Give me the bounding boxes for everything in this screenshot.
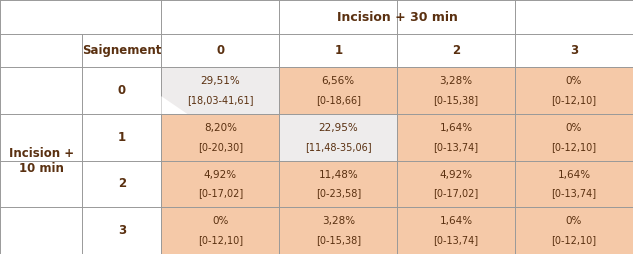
Text: 1: 1 <box>334 44 342 57</box>
Text: [0-18,66]: [0-18,66] <box>316 95 361 105</box>
Text: 3,28%: 3,28% <box>439 76 473 86</box>
Bar <box>161 0 633 34</box>
Text: 8,20%: 8,20% <box>204 123 237 133</box>
Bar <box>398 207 515 254</box>
Bar <box>161 161 279 207</box>
Text: 4,92%: 4,92% <box>204 170 237 180</box>
Bar <box>279 207 398 254</box>
Bar <box>161 207 279 254</box>
Text: [0-13,74]: [0-13,74] <box>551 188 597 198</box>
Bar <box>161 114 279 161</box>
Text: [0-13,74]: [0-13,74] <box>434 142 479 152</box>
Text: [0-17,02]: [0-17,02] <box>434 188 479 198</box>
Text: Saignement: Saignement <box>82 44 161 57</box>
Text: 29,51%: 29,51% <box>201 76 241 86</box>
Bar <box>515 161 633 207</box>
Text: [0-12,10]: [0-12,10] <box>197 235 243 245</box>
Bar <box>0 161 161 207</box>
Text: [0-12,10]: [0-12,10] <box>551 95 597 105</box>
Text: 0%: 0% <box>212 216 229 226</box>
Text: 6,56%: 6,56% <box>322 76 355 86</box>
Text: 1,64%: 1,64% <box>439 123 473 133</box>
Polygon shape <box>161 96 187 114</box>
Bar <box>0 67 161 114</box>
Bar <box>0 114 161 161</box>
Text: [0-12,10]: [0-12,10] <box>551 142 597 152</box>
Text: 0%: 0% <box>566 216 582 226</box>
Text: 0: 0 <box>118 84 126 97</box>
Bar <box>398 161 515 207</box>
Text: [0-15,38]: [0-15,38] <box>316 235 361 245</box>
Text: [0-20,30]: [0-20,30] <box>197 142 243 152</box>
Bar <box>279 114 398 161</box>
Bar <box>0 34 161 67</box>
Text: [0-13,74]: [0-13,74] <box>434 235 479 245</box>
Text: 3,28%: 3,28% <box>322 216 355 226</box>
Bar <box>161 67 279 114</box>
Text: 3: 3 <box>570 44 578 57</box>
Bar <box>0 0 161 34</box>
Text: 22,95%: 22,95% <box>318 123 358 133</box>
Text: [11,48-35,06]: [11,48-35,06] <box>305 142 372 152</box>
Bar <box>279 161 398 207</box>
Text: 1: 1 <box>118 131 126 144</box>
Text: [0-23,58]: [0-23,58] <box>316 188 361 198</box>
Bar <box>515 67 633 114</box>
Text: Incision +
10 min: Incision + 10 min <box>9 147 73 175</box>
Text: 0%: 0% <box>566 76 582 86</box>
Text: 0: 0 <box>216 44 225 57</box>
Bar <box>515 207 633 254</box>
Text: 3: 3 <box>118 224 126 237</box>
Bar <box>0 207 161 254</box>
Text: 0%: 0% <box>566 123 582 133</box>
Bar <box>398 114 515 161</box>
Text: 2: 2 <box>118 178 126 190</box>
Text: 1,64%: 1,64% <box>558 170 591 180</box>
Text: 2: 2 <box>452 44 460 57</box>
Bar <box>515 114 633 161</box>
Text: [0-17,02]: [0-17,02] <box>197 188 243 198</box>
Text: [0-12,10]: [0-12,10] <box>551 235 597 245</box>
Text: 11,48%: 11,48% <box>318 170 358 180</box>
Bar <box>279 67 398 114</box>
Text: 1,64%: 1,64% <box>439 216 473 226</box>
Text: [18,03-41,61]: [18,03-41,61] <box>187 95 254 105</box>
Text: Incision + 30 min: Incision + 30 min <box>337 11 458 24</box>
Text: [0-15,38]: [0-15,38] <box>434 95 479 105</box>
Bar <box>398 67 515 114</box>
Text: 4,92%: 4,92% <box>439 170 473 180</box>
